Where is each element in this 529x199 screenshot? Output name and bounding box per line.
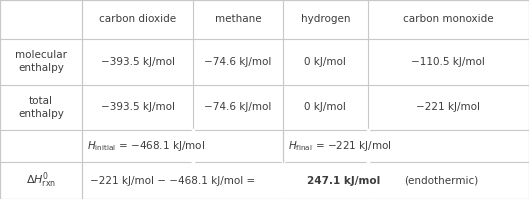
Text: molecular
enthalpy: molecular enthalpy [15,50,67,73]
Text: hydrogen: hydrogen [300,14,350,24]
Text: −393.5 kJ/mol: −393.5 kJ/mol [101,57,175,67]
Text: −110.5 kJ/mol: −110.5 kJ/mol [412,57,485,67]
Text: 0 kJ/mol: 0 kJ/mol [304,102,346,112]
Text: total
enthalpy: total enthalpy [18,96,64,119]
Text: (endothermic): (endothermic) [405,176,479,186]
Text: −393.5 kJ/mol: −393.5 kJ/mol [101,102,175,112]
Text: $H_{\rm final}$ = −221 kJ/mol: $H_{\rm final}$ = −221 kJ/mol [288,139,392,153]
Text: $H_{\rm initial}$ = −468.1 kJ/mol: $H_{\rm initial}$ = −468.1 kJ/mol [87,139,205,153]
Text: carbon monoxide: carbon monoxide [403,14,494,24]
Text: 247.1 kJ/mol: 247.1 kJ/mol [307,176,380,186]
Text: $\Delta H^{0}_{\rm rxn}$: $\Delta H^{0}_{\rm rxn}$ [26,171,56,190]
Text: −74.6 kJ/mol: −74.6 kJ/mol [204,57,272,67]
Text: carbon dioxide: carbon dioxide [99,14,176,24]
Text: 0 kJ/mol: 0 kJ/mol [304,57,346,67]
Text: −221 kJ/mol: −221 kJ/mol [416,102,480,112]
Text: −221 kJ/mol − −468.1 kJ/mol =: −221 kJ/mol − −468.1 kJ/mol = [90,176,259,186]
Text: methane: methane [215,14,261,24]
Text: −74.6 kJ/mol: −74.6 kJ/mol [204,102,272,112]
